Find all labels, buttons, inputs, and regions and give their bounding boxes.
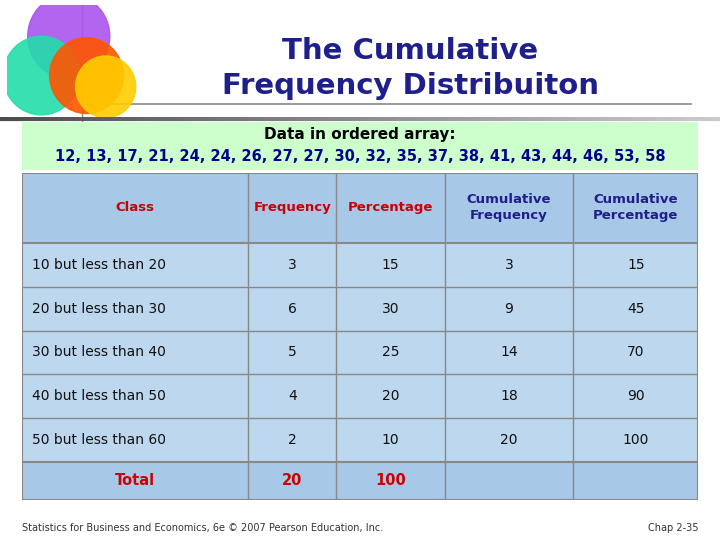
Text: 100: 100: [623, 433, 649, 447]
Text: 90: 90: [627, 389, 644, 403]
Text: The Cumulative: The Cumulative: [282, 37, 539, 65]
FancyBboxPatch shape: [22, 462, 698, 500]
Text: Cumulative
Frequency: Cumulative Frequency: [467, 193, 551, 222]
Circle shape: [76, 56, 136, 118]
Text: 2: 2: [288, 433, 297, 447]
Text: 3: 3: [505, 258, 513, 272]
Text: 10: 10: [382, 433, 400, 447]
Text: 6: 6: [288, 302, 297, 316]
Text: 15: 15: [382, 258, 400, 272]
Text: 50 but less than 60: 50 but less than 60: [32, 433, 166, 447]
Text: 20: 20: [282, 473, 302, 488]
Text: Class: Class: [115, 201, 155, 214]
Text: 100: 100: [375, 473, 406, 488]
Text: 9: 9: [505, 302, 513, 316]
Text: 20 but less than 30: 20 but less than 30: [32, 302, 166, 316]
Text: 10 but less than 20: 10 but less than 20: [32, 258, 166, 272]
Circle shape: [3, 36, 80, 115]
Circle shape: [50, 38, 124, 113]
Text: Statistics for Business and Economics, 6e © 2007 Pearson Education, Inc.: Statistics for Business and Economics, 6…: [22, 523, 383, 533]
Text: 45: 45: [627, 302, 644, 316]
FancyBboxPatch shape: [22, 173, 698, 243]
Text: Chap 2-35: Chap 2-35: [648, 523, 698, 533]
Text: 30 but less than 40: 30 but less than 40: [32, 346, 166, 360]
Circle shape: [28, 0, 110, 78]
Text: Percentage: Percentage: [348, 201, 433, 214]
Text: Total: Total: [115, 473, 155, 488]
Text: Frequency: Frequency: [253, 201, 331, 214]
Text: Data in ordered array:: Data in ordered array:: [264, 127, 456, 142]
Text: 18: 18: [500, 389, 518, 403]
Text: Frequency Distribuiton: Frequency Distribuiton: [222, 72, 599, 100]
Text: 15: 15: [627, 258, 644, 272]
FancyBboxPatch shape: [22, 173, 698, 500]
Text: 4: 4: [288, 389, 297, 403]
Text: Cumulative
Percentage: Cumulative Percentage: [593, 193, 678, 222]
Text: 20: 20: [500, 433, 518, 447]
Text: 3: 3: [288, 258, 297, 272]
Text: 70: 70: [627, 346, 644, 360]
Text: 14: 14: [500, 346, 518, 360]
Text: 20: 20: [382, 389, 399, 403]
Text: 5: 5: [288, 346, 297, 360]
Text: 40 but less than 50: 40 but less than 50: [32, 389, 166, 403]
Text: 30: 30: [382, 302, 399, 316]
Text: 25: 25: [382, 346, 399, 360]
FancyBboxPatch shape: [22, 122, 698, 170]
Text: 12, 13, 17, 21, 24, 24, 26, 27, 27, 30, 32, 35, 37, 38, 41, 43, 44, 46, 53, 58: 12, 13, 17, 21, 24, 24, 26, 27, 27, 30, …: [55, 149, 665, 164]
